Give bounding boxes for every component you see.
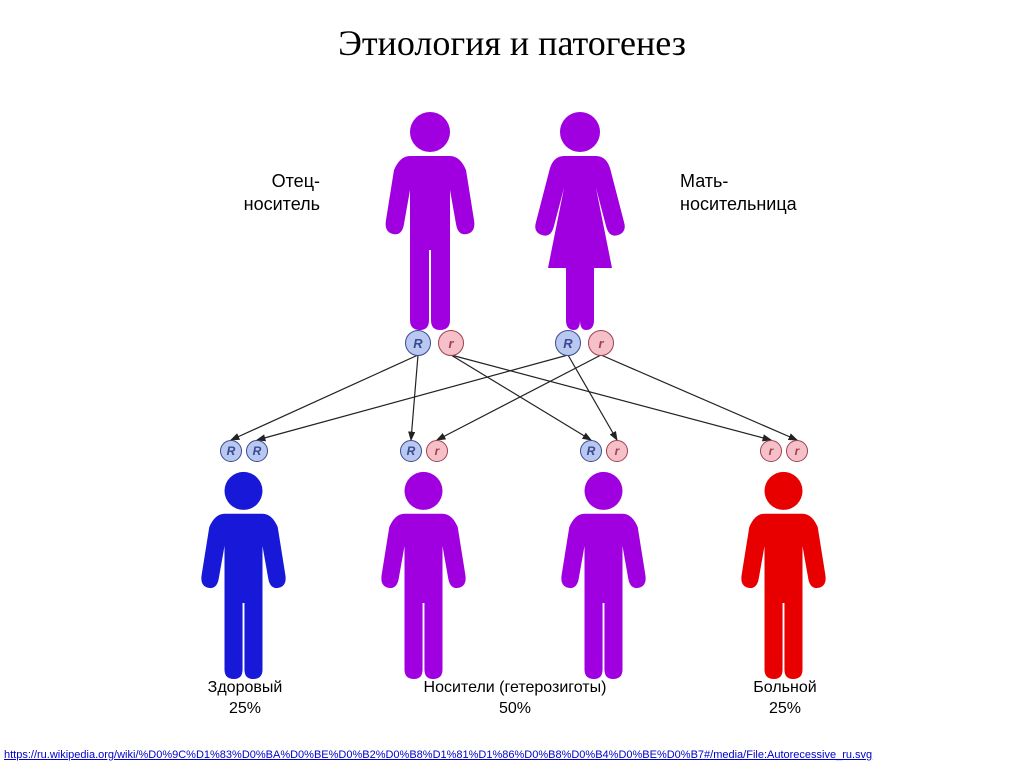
arrow-layer <box>0 80 1024 720</box>
child-figure-2 <box>556 470 651 679</box>
child-0-allele-1: R <box>246 440 268 462</box>
mother-allele-R: R <box>555 330 581 356</box>
child-2-allele-1: r <box>606 440 628 462</box>
child-label-carriers: Носители (гетерозиготы)50% <box>370 678 660 720</box>
father-allele-R: R <box>405 330 431 356</box>
child-label-affected: Больной25% <box>710 678 860 720</box>
mother-allele-r: r <box>588 330 614 356</box>
child-1-allele-1: r <box>426 440 448 462</box>
child-3-allele-1: r <box>786 440 808 462</box>
child-2-allele-0: R <box>580 440 602 462</box>
page-title: Этиология и патогенез <box>0 0 1024 64</box>
child-figure-1 <box>376 470 471 679</box>
child-0-allele-0: R <box>220 440 242 462</box>
child-3-allele-0: r <box>760 440 782 462</box>
inheritance-diagram: Отец-носитель Мать-носительница RrRrRRRr… <box>0 80 1024 720</box>
source-link[interactable]: https://ru.wikipedia.org/wiki/%D0%9C%D1%… <box>4 749 872 761</box>
child-figure-3 <box>736 470 831 679</box>
father-allele-r: r <box>438 330 464 356</box>
child-label-healthy: Здоровый25% <box>170 678 320 720</box>
mother-label: Мать-носительница <box>680 170 840 215</box>
mother-figure <box>530 110 630 330</box>
father-label: Отец-носитель <box>190 170 320 215</box>
child-figure-0 <box>196 470 291 679</box>
father-figure <box>380 110 480 330</box>
child-1-allele-0: R <box>400 440 422 462</box>
